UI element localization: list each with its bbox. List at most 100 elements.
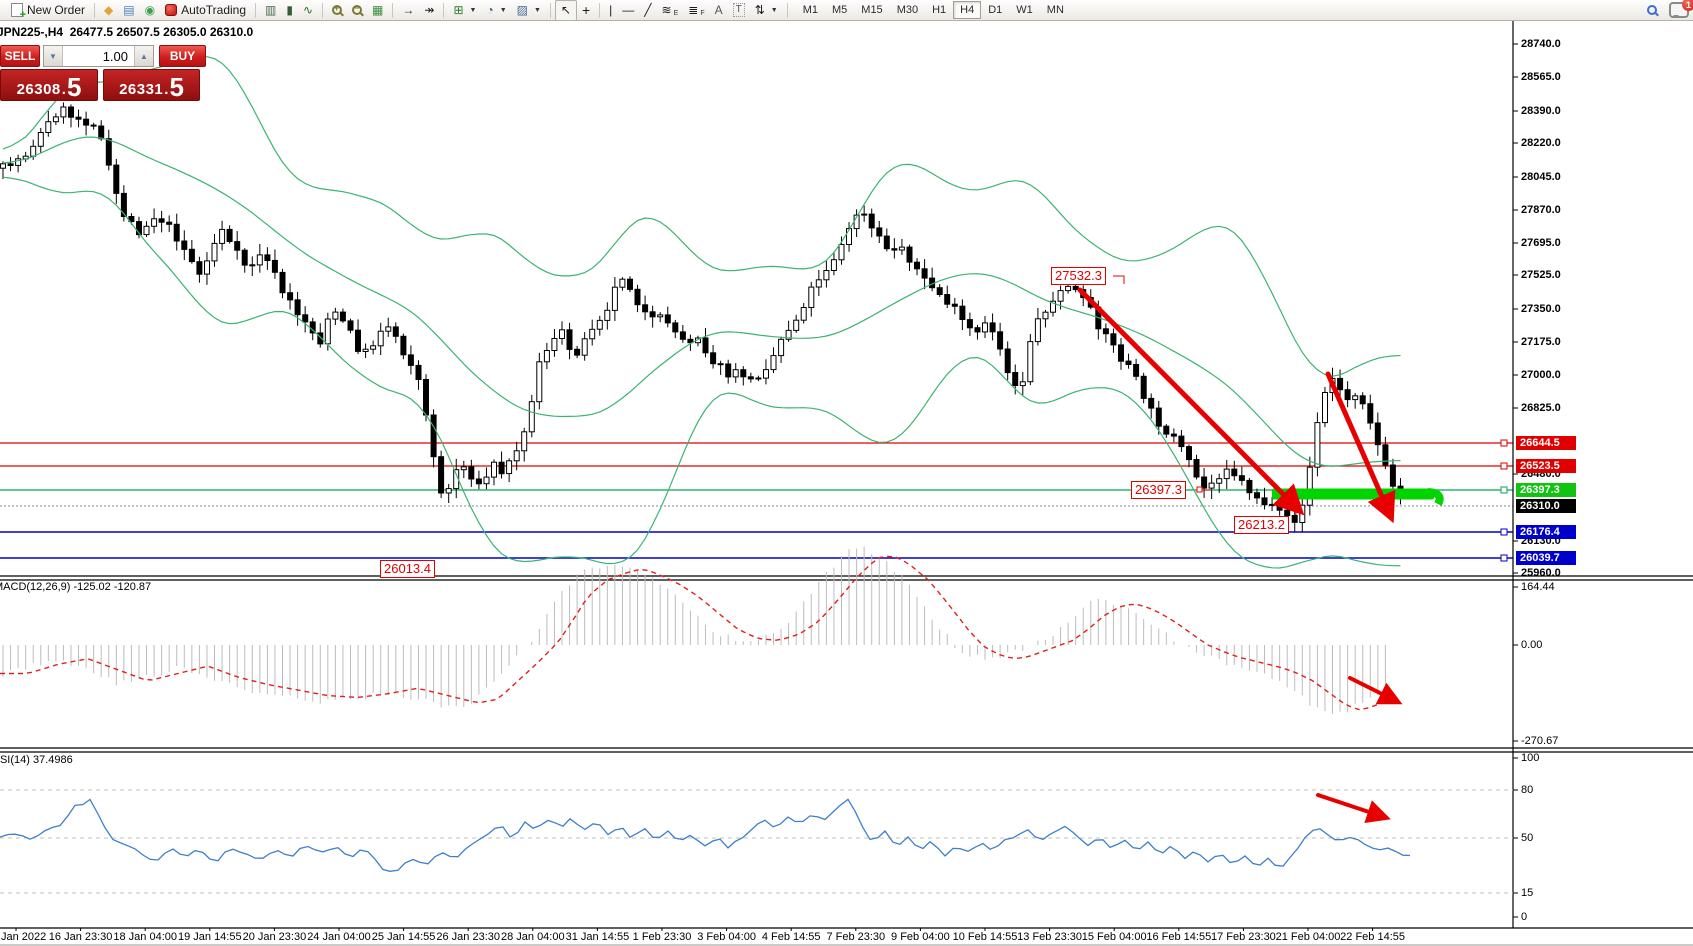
- sell-price-dot: .: [61, 81, 66, 98]
- rsi-scale-label: 100: [1521, 752, 1540, 764]
- buy-price-frac: 5: [169, 72, 184, 102]
- volume-decrease-button[interactable]: ▼: [44, 46, 63, 66]
- chevron-down-icon: ▼: [533, 6, 541, 14]
- timeframe-H4[interactable]: H4: [953, 1, 982, 19]
- trend-arrow: [1316, 793, 1391, 824]
- gem-button[interactable]: ◆: [99, 1, 118, 20]
- time-axis-label: 25 Jan 14:55: [371, 931, 436, 943]
- timeframe-D1[interactable]: D1: [988, 4, 1003, 16]
- price-callout[interactable]: 26397.3: [1131, 481, 1186, 499]
- shift-end-icon: →: [402, 3, 415, 17]
- autotrading-icon: [165, 4, 178, 16]
- search-icon[interactable]: [1647, 5, 1657, 15]
- hline-icon: —: [622, 3, 635, 17]
- buy-price-button[interactable]: 26331 . 5: [103, 69, 200, 101]
- price-callout[interactable]: 27532.3: [1051, 267, 1106, 285]
- time-axis-label: 1 Feb 23:30: [632, 931, 692, 943]
- autoscroll-icon: ↠: [424, 3, 435, 17]
- chevron-down-icon: ▼: [499, 6, 507, 14]
- text-label-tool[interactable]: T: [728, 1, 750, 20]
- chat-icon[interactable]: 1: [1669, 0, 1693, 18]
- rsi-scale-label: 15: [1521, 887, 1534, 899]
- channel-icon: ≋: [661, 3, 672, 17]
- periods-dropdown[interactable]: ◔ ▼: [481, 1, 511, 20]
- time-axis-label: 22 Feb 14:55: [1340, 931, 1406, 943]
- new-order-button[interactable]: New Order: [6, 1, 90, 21]
- sell-button[interactable]: SELL: [0, 45, 40, 67]
- timeframe-M5[interactable]: M5: [832, 4, 848, 16]
- crosshair-tool-button[interactable]: +: [577, 1, 595, 20]
- timeframe-M30[interactable]: M30: [896, 4, 919, 16]
- timeframe-W1[interactable]: W1: [1016, 4, 1033, 16]
- line-handle: [1500, 554, 1508, 562]
- rsi-scale-label: 0: [1521, 911, 1528, 923]
- autoscroll-button[interactable]: ↠: [419, 1, 439, 20]
- separator: [94, 2, 96, 18]
- price-callout[interactable]: 26013.4: [380, 560, 435, 578]
- cursor-tool-button[interactable]: ↖: [554, 0, 577, 21]
- volume-input[interactable]: 1.00: [102, 49, 128, 64]
- price-badge: 26397.3: [1516, 483, 1576, 497]
- timeframe-M15[interactable]: M15: [861, 4, 883, 16]
- macd-scale-label: 164.44: [1521, 581, 1555, 593]
- indicators-dropdown[interactable]: ⊞ ▼: [448, 1, 481, 20]
- channel-tool[interactable]: ≋ E: [657, 1, 684, 20]
- gem-icon: ◆: [104, 3, 114, 17]
- tile-windows-button[interactable]: ▦: [367, 1, 388, 20]
- price-badge: 26644.5: [1516, 436, 1576, 450]
- price-axis-label: 28740.0: [1521, 38, 1561, 50]
- vertical-line-tool[interactable]: |: [604, 1, 617, 20]
- zoom-in-button[interactable]: +: [327, 1, 347, 20]
- signals-button[interactable]: ◉: [140, 1, 160, 20]
- timeframe-H1[interactable]: H1: [932, 4, 947, 16]
- signals-icon: ◉: [144, 3, 156, 17]
- zoom-out-button[interactable]: −: [347, 1, 367, 20]
- time-axis-label: 16 Jan 23:30: [48, 931, 113, 943]
- chart-window-title: JPN225-,H4 26477.5 26507.5 26305.0 26310…: [0, 25, 254, 39]
- buy-price-dot: .: [164, 81, 169, 98]
- vline-icon: |: [609, 3, 613, 17]
- chevron-down-icon: ▼: [469, 6, 477, 14]
- bollinger-upper-band: [2, 55, 1401, 377]
- time-axis-label: 18 Jan 04:00: [113, 931, 177, 943]
- separator: [255, 2, 257, 18]
- macd-scale-label: 0.00: [1521, 639, 1543, 651]
- horizontal-line-tool[interactable]: —: [617, 1, 639, 20]
- crosshair-icon: +: [581, 2, 591, 18]
- bollinger-middle-band: [2, 136, 1401, 467]
- time-axis-label: 24 Jan 04:00: [307, 931, 371, 943]
- volume-increase-button[interactable]: ▲: [134, 46, 153, 66]
- publish-chart-button[interactable]: ▤: [118, 1, 139, 20]
- time-axis-label: 10 Feb 14:55: [952, 931, 1018, 943]
- buy-price-main: 26331: [119, 81, 164, 98]
- templates-dropdown[interactable]: ▨ ▼: [512, 1, 546, 20]
- timeframe-MN[interactable]: MN: [1046, 4, 1064, 16]
- timeframe-M1[interactable]: M1: [802, 4, 818, 16]
- trend-arrow: [1077, 287, 1305, 516]
- time-axis-label: 28 Jan 04:00: [500, 931, 565, 943]
- sell-price-button[interactable]: 26308 . 5: [0, 69, 98, 101]
- chart-shift-button[interactable]: →: [397, 1, 419, 20]
- rsi-label: RSI(14) 37.4986: [0, 754, 73, 766]
- fibonacci-tool[interactable]: ≣ F: [683, 1, 709, 20]
- price-badge: 26310.0: [1516, 499, 1576, 513]
- bollinger-lower-band: [2, 176, 1401, 569]
- toolbar: New Order ◆ ▤ ◉ AutoTrading ▥ ▮ ∿ + − ▦ …: [0, 0, 1693, 21]
- price-axis-label: 27175.0: [1521, 336, 1561, 348]
- buy-button[interactable]: BUY: [159, 45, 206, 67]
- time-axis-label: Jan 2022: [1, 931, 47, 943]
- autotrading-button[interactable]: AutoTrading: [160, 1, 251, 20]
- candlestick-chart-button[interactable]: ▮: [281, 1, 298, 20]
- price-axis-label: 28565.0: [1521, 71, 1561, 83]
- arrows-dropdown[interactable]: ⇅ ▼: [750, 1, 783, 20]
- zoom-out-icon: −: [352, 3, 363, 15]
- text-tool[interactable]: A: [710, 1, 728, 20]
- trendline-tool[interactable]: ╱: [639, 1, 656, 20]
- line-chart-button[interactable]: ∿: [298, 1, 318, 20]
- bar-chart-button[interactable]: ▥: [260, 1, 281, 20]
- price-callout[interactable]: 26213.2: [1234, 516, 1289, 534]
- bar-chart-icon: ▥: [265, 3, 277, 17]
- time-axis-label: 4 Feb 14:55: [761, 931, 821, 943]
- line-handle: [1500, 462, 1508, 470]
